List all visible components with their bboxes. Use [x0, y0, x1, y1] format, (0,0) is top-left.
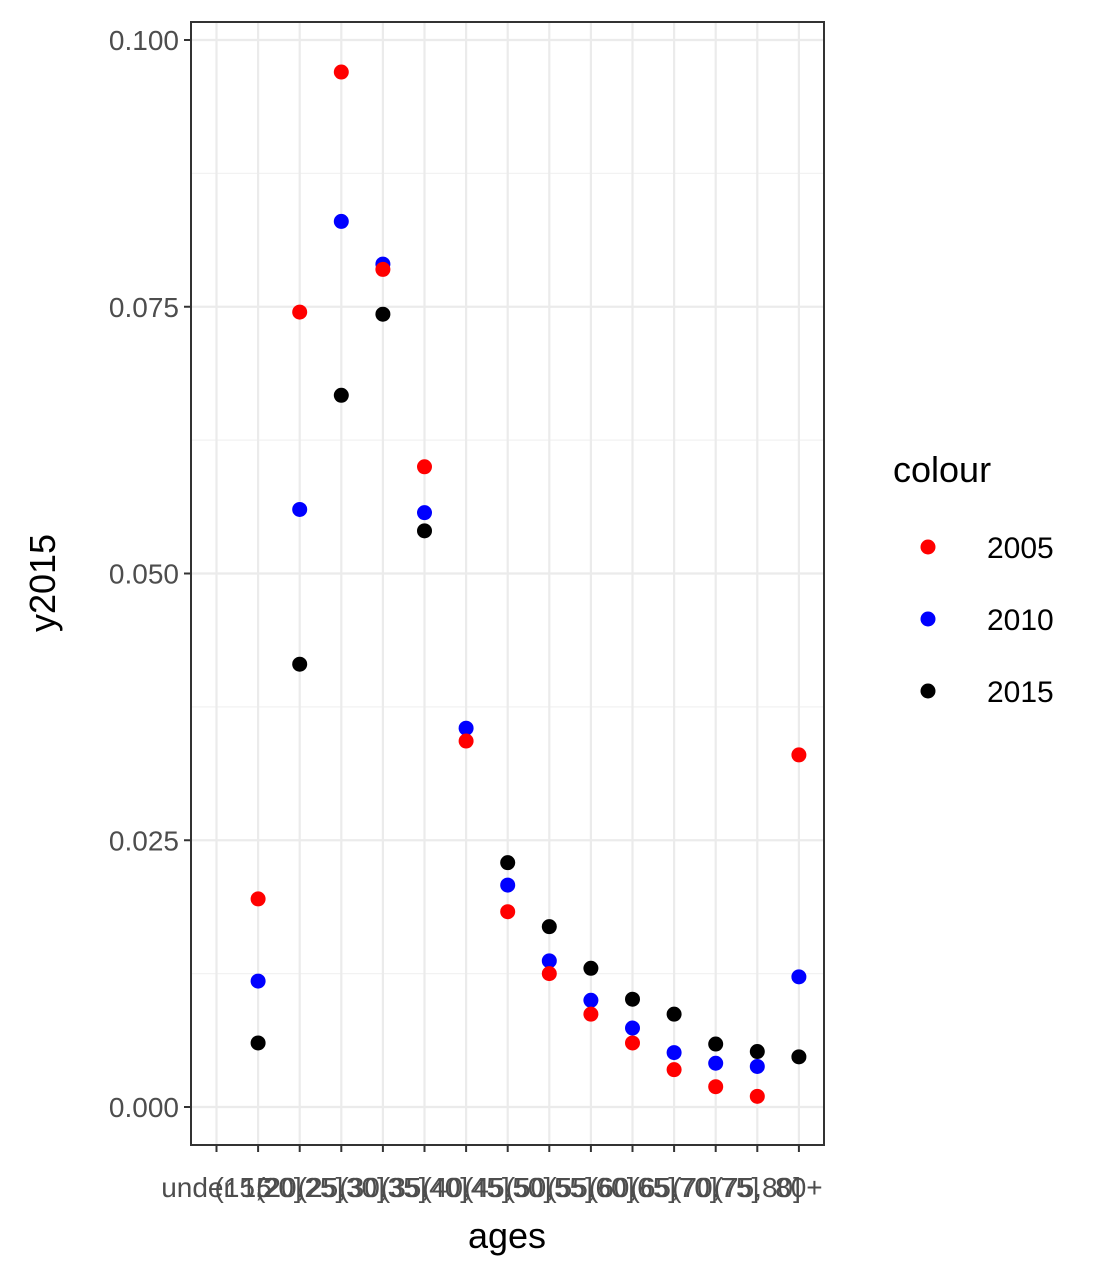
point-2005 [458, 733, 474, 749]
point-2015 [250, 1035, 266, 1051]
legend-key-2010 [920, 611, 936, 627]
legend-key-2015 [920, 683, 936, 699]
point-2005 [749, 1088, 765, 1104]
point-2015 [791, 1049, 807, 1065]
x-tick-label: (45,50] [464, 1172, 551, 1203]
x-tick-label: (75,80] [714, 1172, 801, 1203]
point-2005 [791, 747, 807, 763]
point-2015 [541, 919, 557, 935]
point-2010 [625, 1020, 640, 1036]
point-2015 [375, 306, 391, 322]
point-2010 [417, 505, 432, 521]
point-2010 [749, 1058, 765, 1074]
x-axis-title: ages [468, 1215, 546, 1256]
point-2015 [666, 1006, 682, 1022]
point-2010 [333, 213, 349, 229]
y-axis: 0.000 0.025 0.050 0.075 0.100 [109, 25, 191, 1123]
point-2005 [375, 261, 391, 277]
point-2010 [292, 501, 308, 517]
point-2005 [250, 891, 266, 907]
y-axis-title: y2015 [22, 534, 63, 632]
grid-major [191, 22, 824, 1145]
x-tick-label: (20,25] [256, 1172, 343, 1203]
x-tick-label: (55,60] [547, 1172, 634, 1203]
point-2015 [583, 960, 599, 976]
x-tick-label: (25,30] [298, 1172, 385, 1203]
x-tick-label: (50,55] [506, 1172, 593, 1203]
point-2010 [250, 973, 266, 989]
point-2010 [666, 1045, 682, 1061]
point-2015 [292, 656, 308, 672]
point-2010 [791, 969, 807, 985]
legend-title: colour [893, 449, 991, 490]
point-2005 [625, 1035, 640, 1051]
x-tick-label: (15,20] [215, 1172, 302, 1203]
point-2005 [583, 1006, 599, 1022]
point-2005 [292, 304, 308, 320]
legend: colour 2005 2010 2015 [893, 449, 1054, 709]
x-axis: under 15(15,20](20,25](25,30](30,35](35,… [161, 1145, 823, 1203]
point-2015 [708, 1036, 724, 1052]
point-2015 [333, 387, 349, 403]
legend-label: 2015 [987, 676, 1054, 709]
x-tick-label: 80+ [775, 1172, 823, 1203]
y-tick-label: 0.025 [109, 825, 179, 856]
point-2010 [583, 992, 599, 1008]
x-tick-label: (65,70] [631, 1172, 718, 1203]
point-2005 [500, 904, 516, 920]
point-2015 [749, 1044, 765, 1060]
y-tick-label: 0.100 [109, 25, 179, 56]
point-2005 [708, 1079, 724, 1095]
x-tick-label: (35,40] [381, 1172, 468, 1203]
x-tick-label: under 15 [161, 1172, 272, 1203]
y-tick-label: 0.000 [109, 1092, 179, 1123]
point-2010 [458, 720, 474, 736]
legend-label: 2010 [987, 604, 1054, 637]
point-2005 [333, 64, 349, 80]
y-tick-label: 0.075 [109, 292, 179, 323]
x-tick-label: (30,35] [339, 1172, 426, 1203]
x-tick-label: (70,75] [672, 1172, 759, 1203]
x-tick-label: (40,45] [423, 1172, 510, 1203]
data-points [250, 64, 807, 1104]
point-2005 [541, 966, 557, 982]
legend-key-2005 [920, 539, 936, 555]
point-2015 [417, 523, 432, 539]
point-2010 [541, 953, 557, 969]
point-2005 [417, 459, 432, 475]
point-2015 [625, 991, 640, 1007]
legend-label: 2005 [987, 532, 1054, 565]
y-tick-label: 0.050 [109, 559, 179, 590]
point-2005 [666, 1062, 682, 1078]
point-2015 [500, 855, 516, 871]
point-2010 [708, 1055, 724, 1071]
point-2010 [500, 877, 516, 893]
x-tick-label: (60,65] [589, 1172, 676, 1203]
